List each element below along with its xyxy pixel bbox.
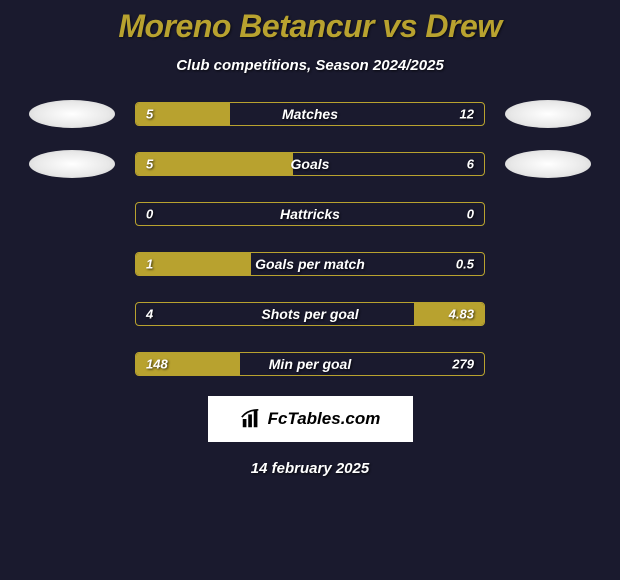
stat-row: 5 6 Goals: [0, 150, 620, 178]
stat-bar: 5 6 Goals: [135, 152, 485, 176]
watermark: FcTables.com: [208, 396, 413, 442]
stat-label: Goals per match: [255, 256, 365, 272]
avatar-spacer: [505, 250, 591, 278]
value-left: 5: [146, 107, 153, 122]
stat-bar: 0 0 Hattricks: [135, 202, 485, 226]
stat-row: 5 12 Matches: [0, 100, 620, 128]
avatar-spacer: [29, 250, 115, 278]
value-right: 6: [467, 157, 474, 172]
value-right: 0: [467, 207, 474, 222]
stat-bar: 5 12 Matches: [135, 102, 485, 126]
comparison-infographic: Moreno Betancur vs Drew Club competition…: [0, 0, 620, 477]
stat-row: 1 0.5 Goals per match: [0, 250, 620, 278]
stat-label: Hattricks: [280, 206, 340, 222]
stat-bar: 4 4.83 Shots per goal: [135, 302, 485, 326]
date-text: 14 february 2025: [0, 460, 620, 477]
avatar-spacer: [29, 350, 115, 378]
value-right: 4.83: [449, 307, 474, 322]
stat-row: 148 279 Min per goal: [0, 350, 620, 378]
player-left-avatar: [29, 100, 115, 128]
page-title: Moreno Betancur vs Drew: [0, 8, 620, 45]
watermark-text: FcTables.com: [268, 409, 381, 429]
stat-bar: 1 0.5 Goals per match: [135, 252, 485, 276]
avatar-spacer: [505, 300, 591, 328]
value-right: 12: [460, 107, 474, 122]
value-left: 148: [146, 357, 168, 372]
value-right: 279: [452, 357, 474, 372]
subtitle: Club competitions, Season 2024/2025: [0, 57, 620, 74]
stat-row: 0 0 Hattricks: [0, 200, 620, 228]
stat-row: 4 4.83 Shots per goal: [0, 300, 620, 328]
avatar-spacer: [29, 300, 115, 328]
player-right-avatar: [505, 150, 591, 178]
avatar-spacer: [29, 200, 115, 228]
chart-icon: [240, 408, 262, 430]
value-left: 1: [146, 257, 153, 272]
value-left: 4: [146, 307, 153, 322]
value-right: 0.5: [456, 257, 474, 272]
player-right-avatar: [505, 100, 591, 128]
stat-label: Matches: [282, 106, 338, 122]
player-left-avatar: [29, 150, 115, 178]
value-left: 5: [146, 157, 153, 172]
bar-left-fill: [136, 153, 293, 175]
stat-label: Goals: [291, 156, 330, 172]
avatar-spacer: [505, 350, 591, 378]
avatar-spacer: [505, 200, 591, 228]
value-left: 0: [146, 207, 153, 222]
stat-label: Shots per goal: [261, 306, 358, 322]
stat-label: Min per goal: [269, 356, 351, 372]
stat-rows: 5 12 Matches 5 6 Goals 0 0 Hattricks 1 0.5 Goals pe…: [0, 100, 620, 378]
stat-bar: 148 279 Min per goal: [135, 352, 485, 376]
